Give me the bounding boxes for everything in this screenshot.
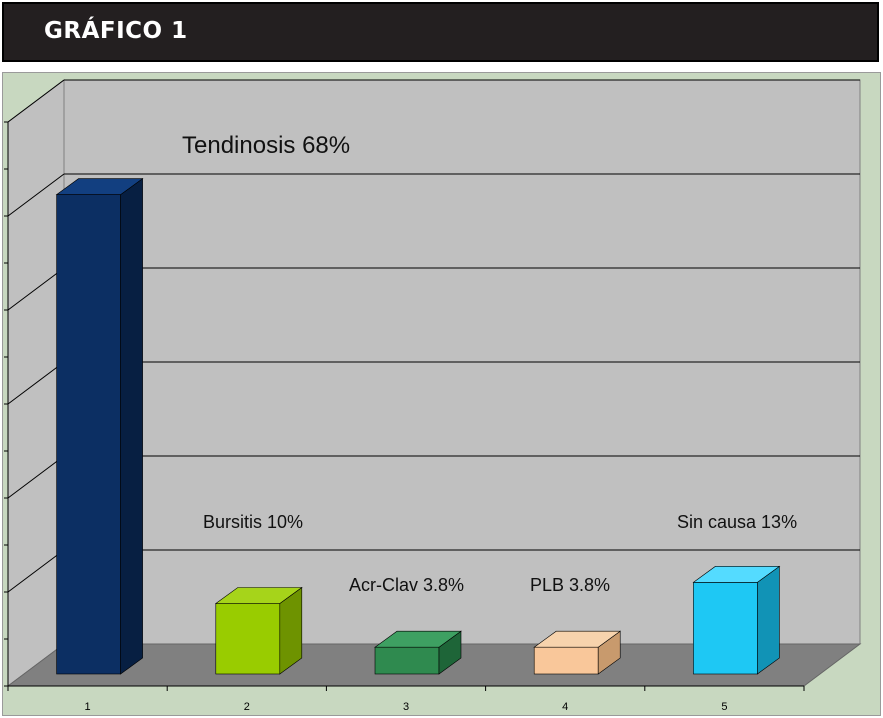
header-bar: GRÁFICO 1 (2, 2, 879, 62)
bar-5 (692, 565, 781, 675)
x-tick-label: 2 (244, 701, 250, 713)
bar-top (533, 630, 622, 648)
bar-front (56, 194, 121, 675)
data-label-2: Bursitis 10% (203, 512, 303, 532)
bar-front (533, 646, 599, 675)
data-label-4: PLB 3.8% (530, 575, 610, 595)
x-tick-label: 4 (562, 701, 568, 713)
bar-3 (374, 630, 462, 675)
x-tick-label: 5 (721, 701, 727, 713)
x-tick-label: 1 (85, 701, 91, 713)
gridline-side (7, 79, 65, 123)
bar-4 (533, 630, 622, 675)
bar-side (120, 178, 143, 675)
bar-top (55, 178, 144, 195)
bar-top (692, 566, 781, 583)
bar-side (757, 565, 780, 675)
gridline-side (7, 267, 65, 311)
gridline-side (7, 549, 65, 593)
gridline-side (7, 455, 65, 499)
gridline-side (7, 361, 65, 405)
data-label-5: Sin causa 13% (677, 512, 797, 532)
bar-top (214, 587, 303, 604)
chart-heading: GRÁFICO 1 (44, 18, 188, 44)
bar-top (374, 630, 462, 648)
bar-front (374, 646, 440, 675)
data-label-3: Acr-Clav 3.8% (349, 575, 464, 595)
bar-1 (55, 178, 144, 675)
bar-front (693, 582, 758, 675)
x-tick-label: 3 (403, 701, 409, 713)
bar-2 (214, 586, 303, 675)
data-label-1: Tendinosis 68% (182, 132, 350, 159)
gridline-side (7, 173, 65, 217)
bar-front (215, 603, 281, 675)
